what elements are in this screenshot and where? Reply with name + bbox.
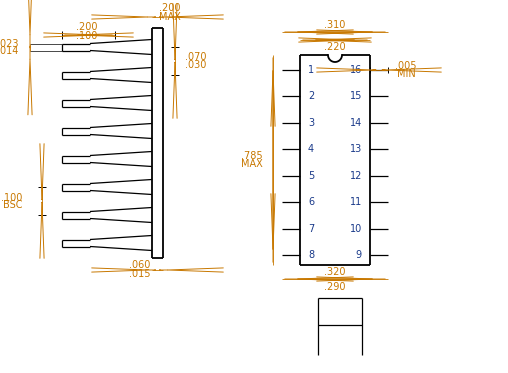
Text: 12: 12 [350, 171, 362, 181]
Text: .005: .005 [395, 61, 417, 71]
Text: .014: .014 [0, 46, 18, 56]
Text: 4: 4 [308, 144, 314, 154]
Text: MAX: MAX [241, 159, 263, 169]
Text: MIN: MIN [397, 69, 416, 79]
Text: 16: 16 [350, 65, 362, 75]
Text: 3: 3 [308, 118, 314, 128]
Text: .220: .220 [324, 42, 346, 52]
Text: 5: 5 [308, 171, 314, 181]
Text: 1: 1 [308, 65, 314, 75]
Text: 8: 8 [308, 250, 314, 260]
Text: MAX: MAX [158, 12, 180, 22]
Text: .320: .320 [324, 267, 346, 277]
Text: 9: 9 [356, 250, 362, 260]
Text: .310: .310 [324, 20, 345, 30]
Text: .100: .100 [76, 31, 98, 41]
Text: .200: .200 [158, 3, 180, 13]
Text: .060: .060 [129, 260, 150, 270]
Text: .200: .200 [76, 22, 98, 32]
Text: 10: 10 [350, 223, 362, 233]
Text: .290: .290 [324, 282, 346, 292]
Text: BSC: BSC [3, 200, 22, 210]
Text: .023: .023 [0, 39, 18, 49]
Text: .100: .100 [1, 193, 22, 203]
Text: 15: 15 [350, 91, 362, 101]
Text: .030: .030 [185, 60, 206, 70]
Text: 11: 11 [350, 197, 362, 207]
Text: 7: 7 [308, 223, 314, 233]
Text: .015: .015 [129, 269, 150, 279]
Text: 14: 14 [350, 118, 362, 128]
Text: 6: 6 [308, 197, 314, 207]
Text: 13: 13 [350, 144, 362, 154]
Text: .070: .070 [185, 52, 206, 62]
Text: .785: .785 [241, 151, 263, 161]
Text: 2: 2 [308, 91, 314, 101]
